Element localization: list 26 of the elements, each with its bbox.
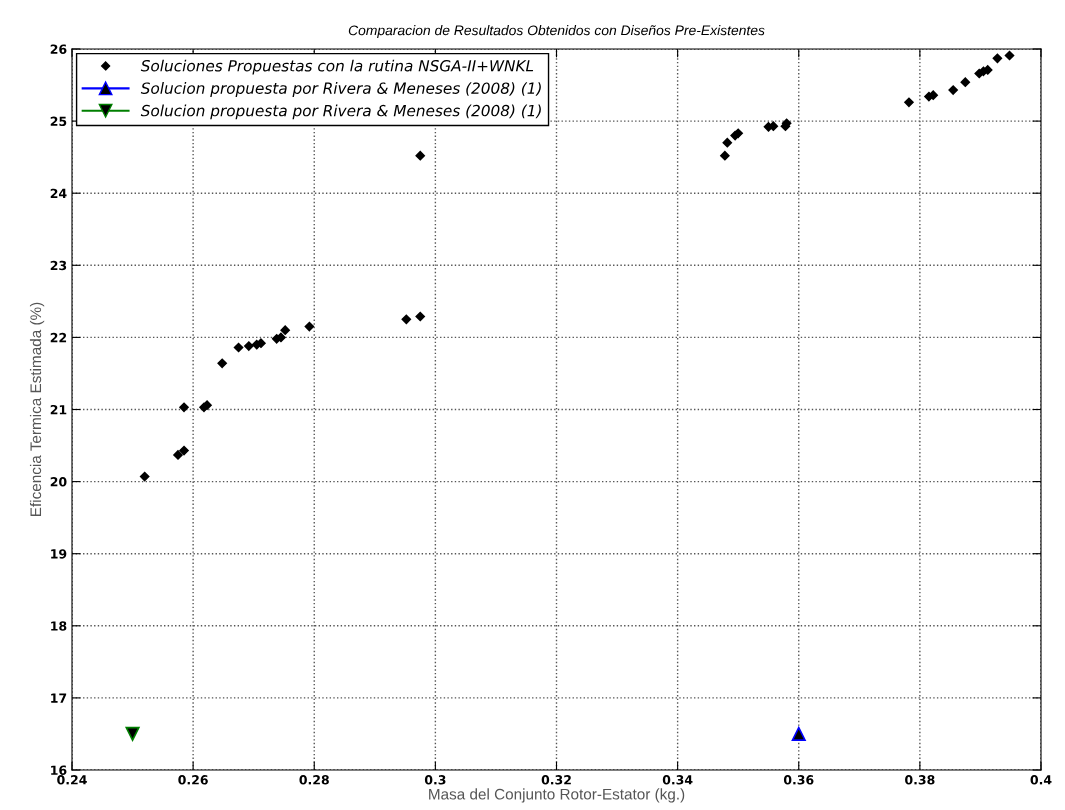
y-tick-label: 22: [50, 332, 67, 343]
y-axis-title: Eficencia Termica Estimada (%): [29, 302, 45, 516]
y-tick-label: 18: [51, 621, 67, 631]
y-tick-label: 20: [50, 477, 67, 487]
x-tick-label: 0.26: [178, 775, 208, 785]
x-axis-title: Masa del Conjunto Rotor-Estator (kg.): [429, 788, 685, 803]
y-tick-label: 21: [50, 404, 67, 415]
x-tick-label: 0.4: [1030, 775, 1052, 785]
x-tick-label: 0.38: [905, 775, 935, 785]
x-tick-label: 0.3: [424, 775, 446, 785]
y-tick-label: 24: [50, 188, 67, 198]
x-tick-label: 0.34: [662, 775, 693, 785]
y-tick-label: 16: [51, 765, 67, 775]
legend-label: Soluciones Propuestas con la rutina NSGA-II+WNKL: [140, 59, 534, 75]
legend-label: Solucion propuesta por Rivera & Meneses (2008) (1): [140, 82, 541, 97]
y-tick-label: 17: [51, 693, 67, 703]
x-tick-label: 0.32: [541, 775, 571, 785]
legend-label: Solucion propuesta por Rivera & Meneses (2008) (1): [140, 104, 541, 120]
x-tick-label: 0.36: [783, 775, 814, 785]
x-tick-label: 0.28: [299, 775, 329, 785]
y-tick-label: 19: [51, 549, 67, 559]
y-tick-label: 25: [50, 116, 67, 127]
y-tick-label: 23: [50, 260, 67, 271]
y-tick-label: 26: [50, 44, 67, 54]
x-tick-label: 0.24: [57, 775, 87, 785]
chart-title: Comparacion de Resultados Obtenidos con Diseños Pre-Existentes: [348, 25, 765, 38]
